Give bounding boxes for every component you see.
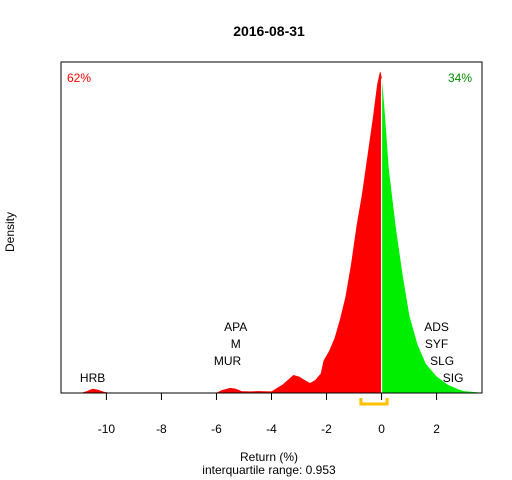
negative-share: 62%	[67, 71, 91, 85]
x-tick-label: -8	[156, 422, 167, 436]
iqr-subtitle: interquartile range: 0.953	[202, 463, 336, 477]
iqr-bracket-line	[359, 398, 389, 406]
x-tick-label: -6	[211, 422, 222, 436]
iqr-bracket	[359, 398, 389, 406]
chart-title: 2016-08-31	[233, 23, 305, 39]
y-axis-label: Density	[3, 212, 17, 252]
ticker-label: M	[231, 337, 241, 351]
positive-share: 34%	[448, 71, 472, 85]
density-positive	[381, 78, 483, 394]
ticker-labels: HRB APA M MUR ADS SYF SLG SIG	[80, 320, 464, 385]
plot-frame	[60, 61, 483, 394]
ticker-label: ADS	[424, 320, 449, 334]
ticker-label: MUR	[214, 354, 242, 368]
ticker-label: SIG	[443, 371, 464, 385]
ticker-label: SLG	[430, 354, 454, 368]
ticker-label: APA	[224, 320, 247, 334]
x-axis: -10 -8 -6 -4 -2 0 2	[98, 392, 440, 436]
x-axis-label: Return (%)	[240, 450, 298, 464]
x-tick-label: -10	[98, 422, 116, 436]
x-tick-label: -4	[266, 422, 277, 436]
ticker-label: SYF	[425, 337, 448, 351]
x-tick-label: 2	[433, 422, 440, 436]
ticker-label: HRB	[80, 371, 105, 385]
x-tick-label: -2	[321, 422, 332, 436]
density-area	[61, 71, 483, 394]
density-negative	[61, 71, 382, 394]
x-tick-label: 0	[378, 422, 385, 436]
